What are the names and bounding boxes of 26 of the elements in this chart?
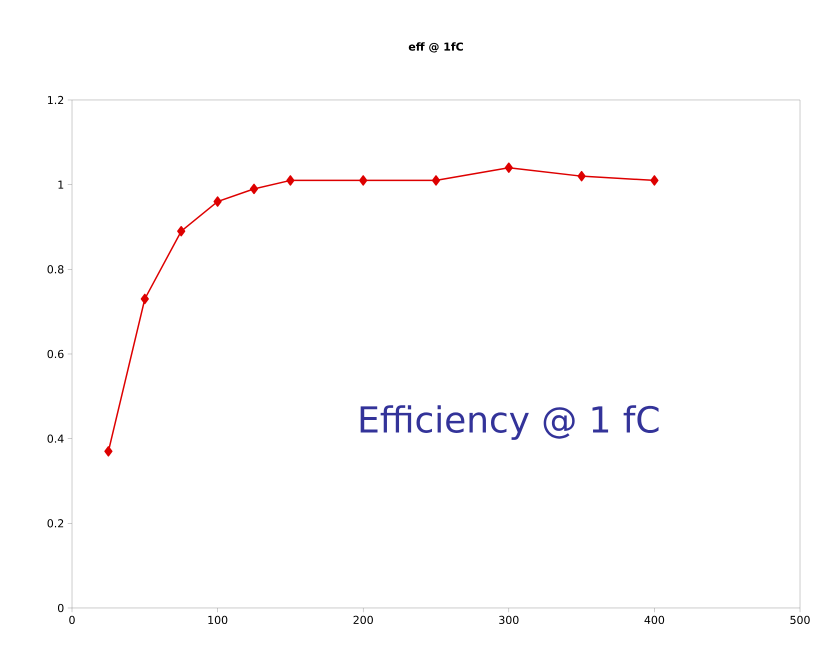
x-tick-label: 300 [499, 616, 519, 624]
point [177, 226, 186, 236]
point [250, 184, 258, 194]
point [286, 175, 295, 186]
point [140, 294, 149, 304]
chart-title: eff @ 1fC [408, 42, 463, 52]
point [650, 175, 659, 186]
point [577, 170, 586, 182]
point [213, 196, 222, 207]
x-tick-label: 100 [208, 616, 228, 624]
x-tick-label: 0 [69, 616, 75, 624]
x-tick-label: 200 [354, 616, 373, 624]
point [504, 162, 513, 173]
y-tick-label: 1 [58, 180, 64, 189]
y-tick-label: 0.4 [48, 434, 64, 443]
y-tick-label: 0.8 [48, 265, 64, 274]
y-tick-label: 0.2 [48, 519, 64, 528]
point [432, 175, 440, 186]
y-tick-label: 0.6 [48, 350, 64, 358]
point [104, 446, 113, 457]
annotation: Efficiency @ 1 fC [360, 405, 659, 440]
x-tick-label: 400 [644, 616, 664, 624]
y-tick-label: 1.2 [48, 96, 64, 104]
x-tick-label: 500 [790, 616, 810, 624]
y-tick-label: 0 [58, 604, 64, 612]
point [359, 175, 368, 186]
